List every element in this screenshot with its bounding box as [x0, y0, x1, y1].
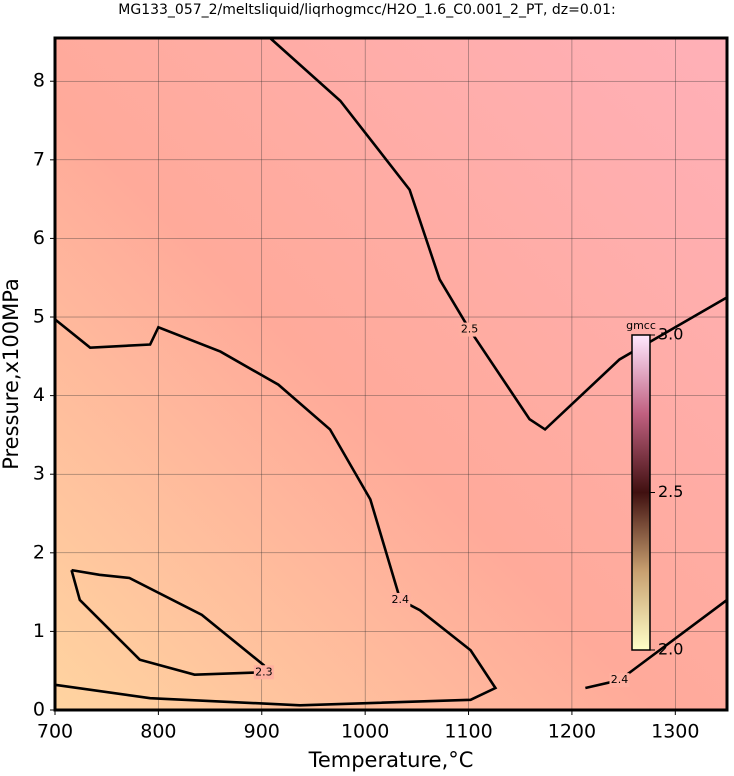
x-tick-label: 1100: [444, 721, 492, 743]
colorbar-label: gmcc: [626, 319, 656, 332]
y-tick-label: 2: [33, 541, 45, 563]
contour-label-bg: [609, 673, 630, 688]
chart-title: MG133_057_2/meltsliquid/liqrhogmcc/H2O_1…: [118, 2, 615, 18]
y-tick-label: 4: [33, 384, 45, 406]
x-tick-label: 800: [140, 721, 176, 743]
y-tick-label: 3: [33, 463, 45, 485]
y-tick-label: 0: [33, 699, 45, 721]
colorbar-tick-label: 3.0: [658, 325, 683, 344]
contour-label: 2.4: [611, 673, 629, 686]
colorbar: [631, 334, 651, 651]
x-tick-label: 1000: [341, 721, 389, 743]
contour-label-bg: [253, 665, 274, 680]
y-axis-label: Pressure,x100MPa: [0, 278, 23, 470]
contour-label-bg: [459, 322, 480, 337]
y-tick-label: 5: [33, 306, 45, 328]
contour-line: [54, 318, 498, 707]
contour-label: 2.4: [392, 593, 410, 606]
contour-label: 2.3: [255, 665, 273, 678]
x-tick-label: 900: [244, 721, 280, 743]
y-tick-label: 1: [33, 620, 45, 642]
x-axis-label: Temperature,°C: [308, 748, 474, 772]
x-tick-label: 700: [37, 721, 73, 743]
y-tick-label: 8: [33, 70, 45, 92]
x-tick-label: 1300: [651, 721, 699, 743]
y-tick-label: 7: [33, 148, 45, 170]
colorbar-tick-label: 2.0: [658, 640, 683, 659]
colorbar-tick-label: 2.5: [658, 482, 683, 501]
x-tick-label: 1200: [548, 721, 596, 743]
contour-label: 2.5: [461, 323, 479, 336]
plot-frame: [53, 36, 729, 712]
y-tick-label: 6: [33, 227, 45, 249]
contour-label-bg: [390, 592, 411, 607]
plot-background: [55, 38, 727, 710]
